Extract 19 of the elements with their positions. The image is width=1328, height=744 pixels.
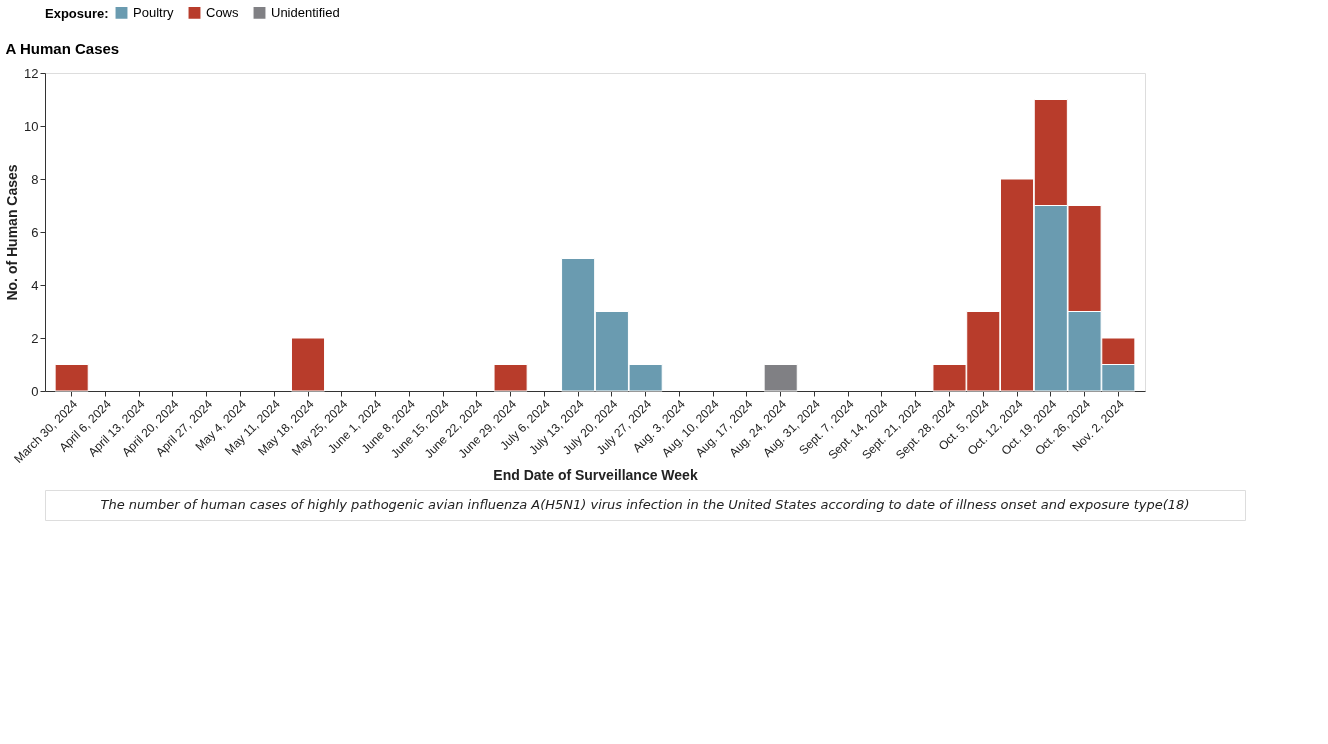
y-tick-label: 10 (24, 118, 39, 134)
bar (493, 364, 528, 392)
bar (54, 364, 89, 392)
text: The number of human cases of highly pathogenic avian influenza A(H5N1) virus infection in the United States according to date of illness onset and exposure type(18) (100, 497, 1190, 512)
legend-label: Unidentified (271, 4, 340, 20)
legend-title: Exposure: (45, 6, 109, 21)
bar (290, 337, 326, 392)
y-tick-label: 4 (31, 277, 39, 293)
bar (763, 364, 798, 392)
y-tick-label: 2 (31, 330, 39, 346)
y-tick-label: 6 (31, 224, 39, 240)
y-tick-label: 8 (31, 171, 39, 187)
chart-title: A Human Cases (5, 40, 120, 57)
legend-label: Cows (206, 4, 240, 20)
y-tick-label: 0 (31, 383, 39, 399)
y-axis-title: No. of Human Cases (4, 164, 21, 301)
x-axis-title: End Date of Surveillance Week (493, 467, 698, 484)
y-tick-label: 12 (24, 65, 39, 81)
legend-label: Poultry (133, 4, 174, 20)
